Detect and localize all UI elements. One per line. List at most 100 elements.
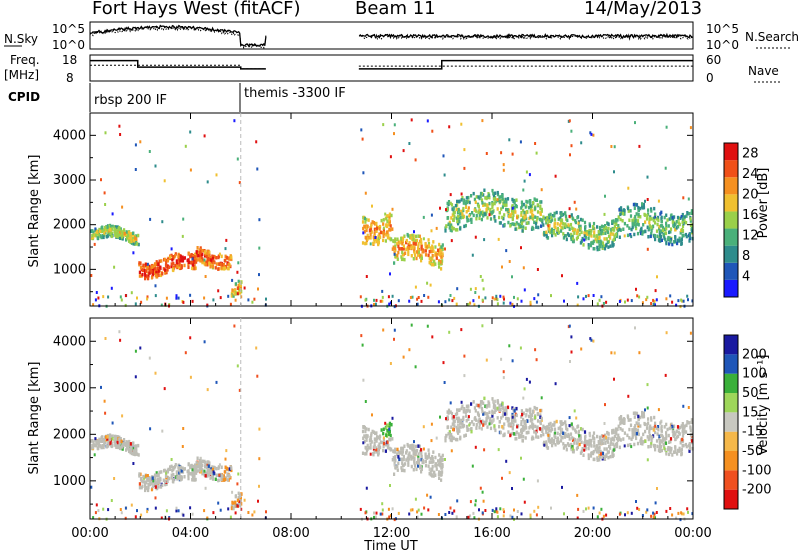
power-cell	[612, 232, 615, 236]
velocity-cell	[115, 441, 118, 445]
velocity-noise-cell	[529, 513, 532, 517]
power-cell	[606, 240, 609, 244]
power-noise-cell	[671, 300, 674, 304]
velocity-cell	[664, 441, 668, 445]
velocity-cell	[465, 419, 468, 423]
velocity-cell	[658, 447, 662, 452]
velocity-cell	[618, 445, 621, 450]
velocity-noise-cell	[430, 422, 433, 426]
velocity-noise-cell	[381, 502, 384, 506]
velocity-cell	[92, 440, 95, 444]
velocity-cell	[513, 414, 516, 418]
velocity-cell	[650, 442, 653, 446]
time-x-axis: 00:00 04:00 08:00 12:00 16:00 20:00 00:00	[71, 113, 712, 541]
velocity-noise-cell	[448, 511, 451, 514]
velocity-cell	[456, 408, 459, 412]
power-noise-cell	[665, 125, 668, 129]
velocity-noise-cell	[568, 416, 571, 420]
power-cell	[494, 219, 497, 223]
velocity-noise-cell	[653, 512, 656, 516]
power-cell	[201, 260, 204, 265]
velocity-cell	[109, 441, 112, 446]
velocity-cell	[157, 485, 160, 489]
velocity-cell	[131, 447, 134, 451]
velocity-cell	[525, 426, 528, 430]
power-cell	[619, 212, 622, 217]
power-cell	[401, 250, 404, 255]
power-cell	[658, 227, 661, 231]
velocity-cell	[539, 408, 542, 413]
power-cell	[681, 228, 684, 232]
power-cell	[521, 229, 524, 233]
power-cell	[99, 234, 102, 238]
power-cell	[126, 233, 130, 238]
power-noise-cell	[422, 237, 425, 241]
velocity-noise-cell	[430, 439, 433, 443]
power-cell	[128, 239, 131, 243]
velocity-cell	[377, 444, 380, 449]
velocity-cell	[557, 440, 560, 445]
velocity-cell	[642, 411, 645, 416]
power-noise-cell	[528, 173, 531, 177]
velocity-noise-cell	[543, 443, 546, 447]
power-cell	[211, 260, 214, 264]
velocity-cell	[129, 447, 132, 452]
velocity-cell	[562, 446, 565, 450]
velocity-noise-cell	[160, 516, 163, 520]
power-noise-cell	[124, 294, 127, 298]
velocity-noise-cell	[570, 335, 573, 339]
velocity-cell	[629, 423, 633, 427]
power-noise-cell	[410, 118, 413, 122]
velocity-cell	[397, 461, 400, 465]
power-cell	[557, 230, 560, 235]
velocity-noise-cell	[583, 444, 586, 448]
velocity-cell	[493, 426, 496, 430]
velocity-noise-cell	[472, 511, 475, 515]
velocity-cell	[529, 419, 532, 423]
power-cell	[114, 225, 117, 229]
velocity-cell	[171, 479, 174, 483]
power-cell	[434, 245, 437, 249]
velocity-cell	[441, 458, 444, 462]
velocity-noise-cell	[175, 506, 178, 510]
velocity-cell	[239, 496, 242, 501]
power-cell	[364, 220, 367, 224]
power-cell	[215, 262, 218, 266]
power-cell	[654, 212, 657, 216]
power-noise-cell	[469, 287, 472, 291]
velocity-cell	[379, 440, 383, 444]
velocity-cell	[155, 473, 158, 478]
velocity-cell	[637, 414, 640, 419]
power-cell	[635, 222, 638, 226]
velocity-cell	[190, 472, 193, 476]
noise-panel: N.Sky 10^5 10^0 10^5 10^0 N.Search	[4, 21, 799, 52]
velocity-noise-cell	[437, 513, 440, 516]
velocity-cell	[155, 471, 158, 475]
power-cell	[127, 237, 130, 241]
power-noise-cell	[411, 295, 414, 299]
velocity-cell	[157, 473, 160, 478]
velocity-cell	[635, 412, 638, 416]
power-cell	[391, 227, 394, 231]
power-cell	[149, 268, 152, 273]
velocity-cell	[538, 427, 542, 431]
power-cell	[688, 232, 691, 236]
velocity-cell	[459, 421, 462, 425]
velocity-cell	[444, 436, 447, 440]
power-noise-cell	[431, 129, 434, 133]
velocity-cell	[506, 416, 509, 421]
velocity-noise-cell	[523, 387, 526, 391]
power-noise-cell	[657, 199, 660, 203]
velocity-cell	[164, 479, 167, 484]
velocity-noise-cell	[203, 469, 206, 473]
power-cell	[413, 247, 416, 252]
velocity-noise-cell	[215, 380, 218, 384]
power-cell	[463, 224, 466, 229]
power-noise-cell	[382, 123, 385, 127]
power-cell	[492, 192, 495, 196]
power-cell	[554, 233, 557, 237]
power-cell	[593, 247, 596, 251]
velocity-cell	[479, 420, 482, 424]
power-cell	[130, 241, 133, 245]
velocity-noise-cell	[236, 364, 239, 368]
